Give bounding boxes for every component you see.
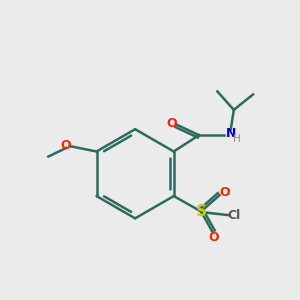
Text: S: S — [196, 204, 207, 219]
Text: N: N — [226, 127, 236, 140]
Text: O: O — [60, 139, 71, 152]
Text: Cl: Cl — [228, 208, 241, 222]
Text: O: O — [166, 117, 177, 130]
Text: H: H — [233, 134, 241, 144]
Text: O: O — [219, 186, 230, 199]
Text: O: O — [208, 231, 219, 244]
